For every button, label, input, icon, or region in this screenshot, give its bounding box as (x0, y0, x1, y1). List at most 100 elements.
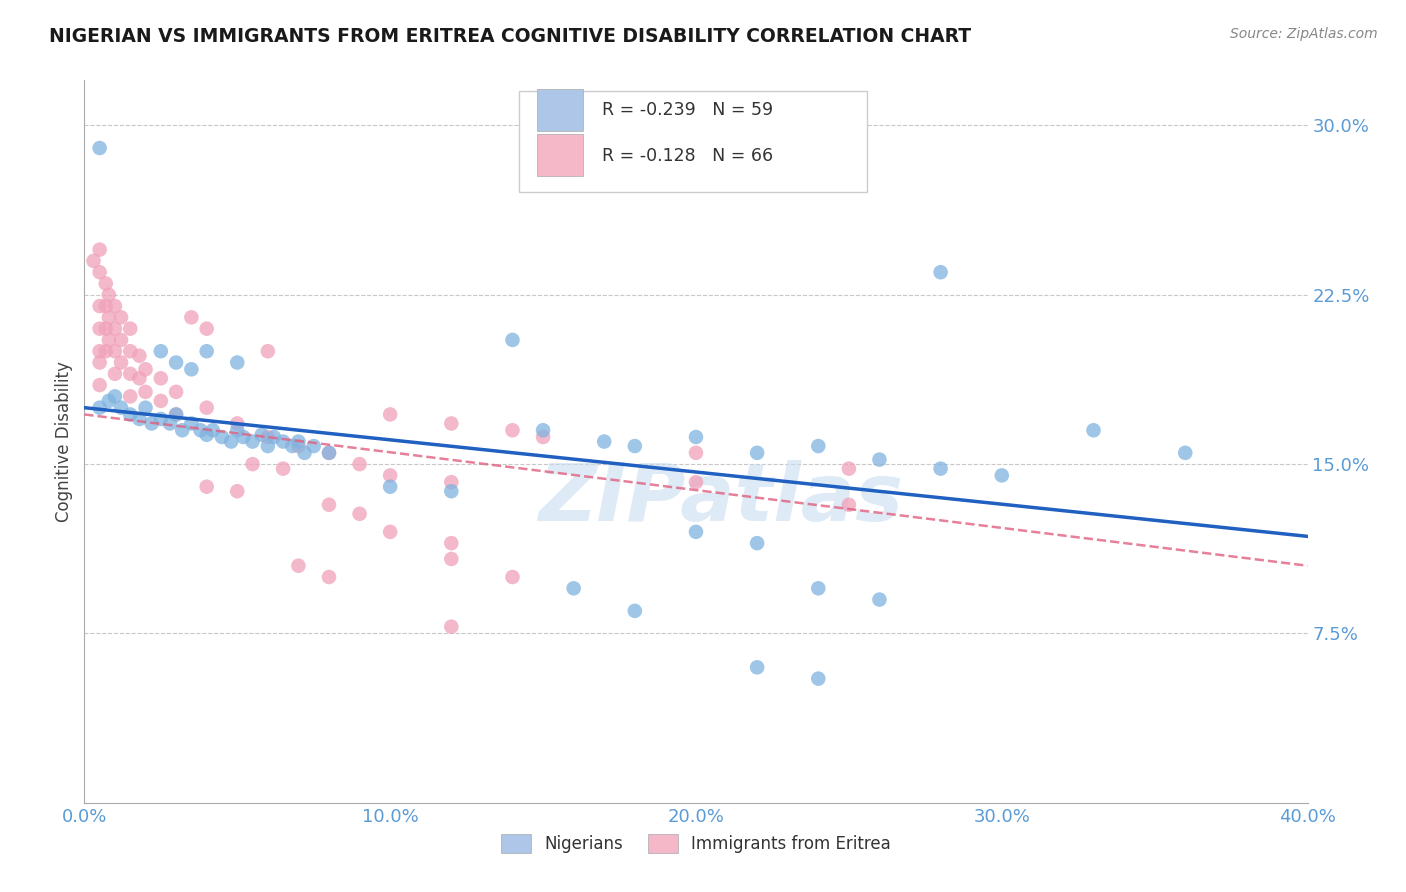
Point (502, 423, 524, 437)
Point (104, 367, 127, 381)
Point (226, 355, 249, 369)
Point (97, 333, 120, 347)
Point (242, 434, 264, 449)
Point (159, 417, 181, 431)
Point (294, 446, 316, 460)
Point (624, 439, 647, 453)
Point (318, 446, 340, 460)
Point (318, 498, 340, 512)
Point (135, 401, 157, 415)
Point (685, 524, 707, 539)
Point (747, 660, 769, 674)
Point (89, 299, 111, 313)
FancyBboxPatch shape (519, 91, 868, 193)
Point (180, 362, 202, 376)
Point (135, 384, 157, 399)
Point (380, 524, 402, 539)
Point (287, 558, 309, 573)
Point (257, 344, 280, 359)
Point (195, 427, 218, 442)
Point (110, 355, 132, 369)
Point (110, 333, 132, 347)
Point (195, 401, 218, 415)
Point (104, 299, 127, 313)
Text: ZIPatlas: ZIPatlas (538, 460, 903, 539)
Point (141, 417, 163, 431)
Point (257, 430, 280, 444)
Point (250, 427, 273, 442)
Point (440, 484, 463, 499)
Point (135, 362, 157, 376)
Point (104, 321, 127, 335)
Point (195, 321, 218, 335)
Point (531, 430, 554, 444)
Point (128, 412, 150, 426)
Point (531, 423, 554, 437)
Point (149, 393, 172, 408)
Point (281, 439, 304, 453)
Point (318, 570, 340, 584)
Point (380, 468, 402, 483)
FancyBboxPatch shape (537, 89, 583, 131)
Point (271, 434, 294, 449)
Point (349, 507, 371, 521)
Point (807, 672, 830, 686)
Point (89, 355, 111, 369)
Point (838, 498, 860, 512)
Point (97, 310, 120, 325)
Point (226, 423, 249, 437)
Point (219, 434, 242, 449)
Point (165, 408, 187, 422)
Point (89, 378, 111, 392)
Point (94, 344, 117, 359)
Point (226, 417, 249, 431)
Point (120, 344, 142, 359)
Point (302, 439, 325, 453)
Point (287, 434, 309, 449)
Point (1174, 446, 1197, 460)
Point (94, 299, 117, 313)
Text: Source: ZipAtlas.com: Source: ZipAtlas.com (1230, 27, 1378, 41)
Point (128, 349, 150, 363)
Point (502, 333, 524, 347)
Point (991, 468, 1014, 483)
Point (97, 393, 120, 408)
Point (242, 457, 264, 471)
FancyBboxPatch shape (537, 135, 583, 177)
Point (226, 484, 249, 499)
Point (180, 417, 202, 431)
Point (83, 253, 105, 268)
Point (110, 401, 132, 415)
Legend: Nigerians, Immigrants from Eritrea: Nigerians, Immigrants from Eritrea (495, 827, 897, 860)
Point (149, 344, 172, 359)
Point (747, 446, 769, 460)
Point (149, 412, 172, 426)
Point (195, 344, 218, 359)
Point (97, 287, 120, 301)
Point (89, 265, 111, 279)
Point (929, 461, 952, 475)
Point (120, 321, 142, 335)
Point (807, 439, 830, 453)
Point (747, 536, 769, 550)
Point (440, 536, 463, 550)
Point (89, 401, 111, 415)
Point (89, 321, 111, 335)
Point (232, 430, 254, 444)
Point (380, 408, 402, 422)
Point (165, 355, 187, 369)
Point (211, 430, 233, 444)
Point (593, 434, 616, 449)
Point (128, 371, 150, 385)
Point (440, 417, 463, 431)
Point (271, 461, 294, 475)
Point (195, 480, 218, 494)
Point (685, 430, 707, 444)
Point (440, 620, 463, 634)
Point (110, 310, 132, 325)
Point (149, 371, 172, 385)
Point (104, 344, 127, 359)
Point (502, 570, 524, 584)
Point (89, 344, 111, 359)
Point (165, 384, 187, 399)
